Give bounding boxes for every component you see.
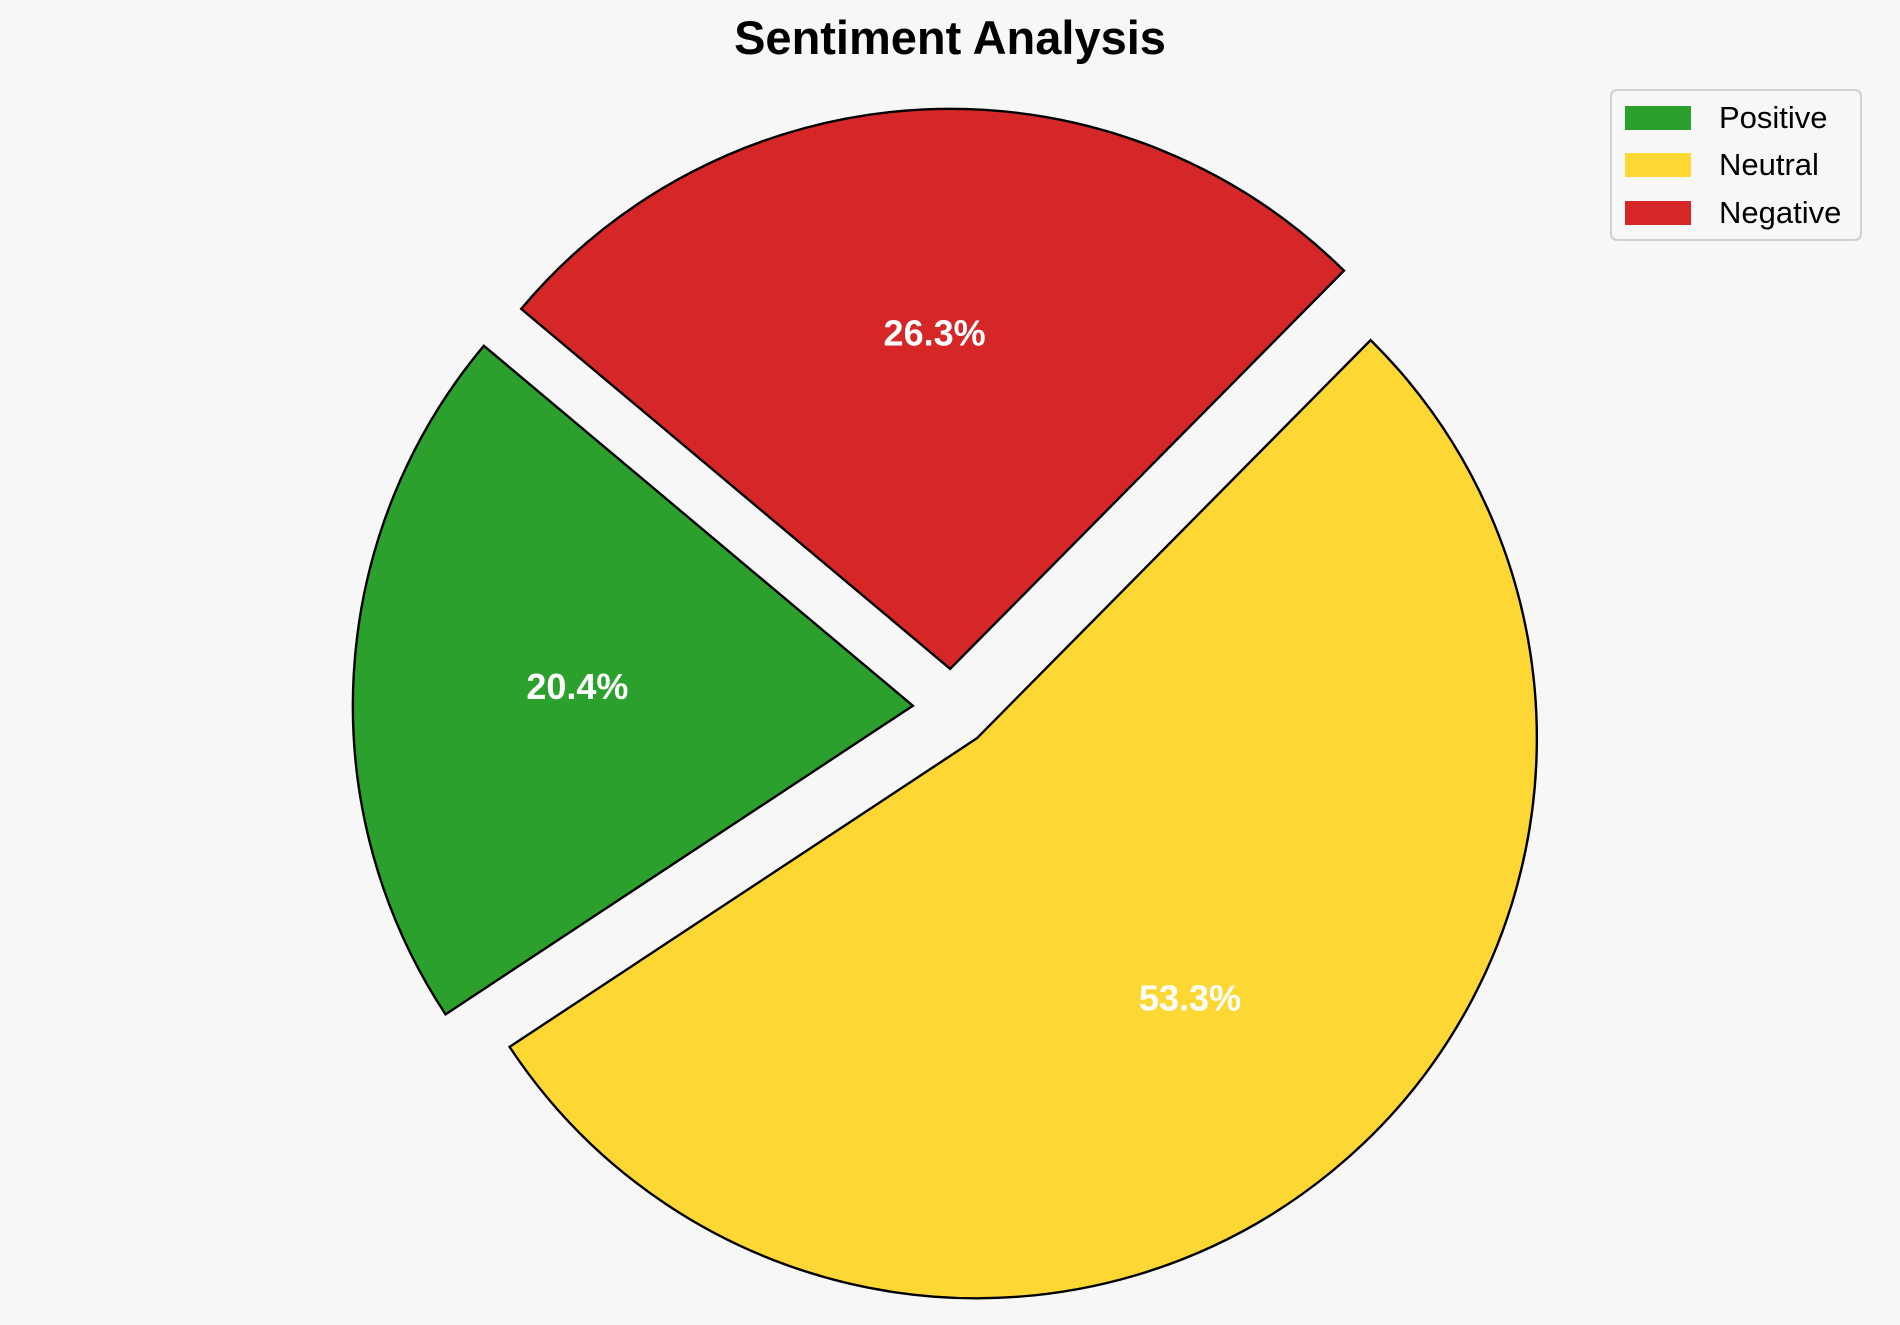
pie-slice-positive: [351, 344, 915, 1017]
legend-swatch-neutral: [1625, 153, 1691, 177]
legend-item-negative: Negative: [1625, 193, 1841, 233]
legend-item-neutral: Neutral: [1625, 145, 1819, 185]
pie-label-negative: 26.3%: [884, 313, 986, 354]
pie-slice-negative: [519, 107, 1346, 671]
legend-swatch-negative: [1625, 201, 1691, 225]
legend-label-negative: Negative: [1719, 195, 1842, 230]
pie-label-positive: 20.4%: [526, 666, 628, 707]
legend: Positive Neutral Negative: [1610, 89, 1862, 241]
legend-label-neutral: Neutral: [1719, 147, 1819, 182]
legend-swatch-positive: [1625, 106, 1691, 130]
pie-slices: [351, 107, 1539, 1300]
pie-slice-neutral: [507, 338, 1539, 1300]
pie-label-neutral: 53.3%: [1139, 978, 1241, 1019]
pie-labels: 20.4% 53.3% 26.3%: [526, 313, 1241, 1019]
chart-title: Sentiment Analysis: [734, 11, 1166, 64]
legend-label-positive: Positive: [1719, 100, 1828, 135]
legend-item-positive: Positive: [1625, 98, 1828, 138]
